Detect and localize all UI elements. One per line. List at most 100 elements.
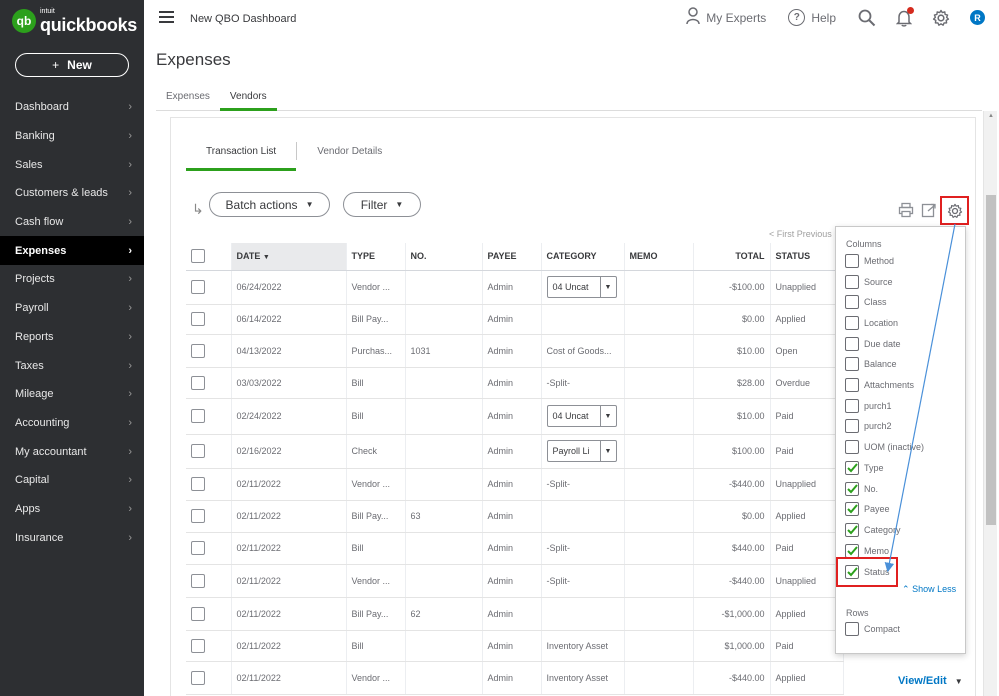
sidebar-item-apps[interactable]: Apps › (0, 495, 144, 524)
search-icon[interactable] (858, 9, 876, 27)
column-option-attachments[interactable]: Attachments (845, 378, 914, 392)
column-option-uom-inactive[interactable]: UOM (inactive) (845, 440, 924, 454)
col-header-status[interactable]: STATUS (770, 243, 844, 271)
table-row[interactable]: 04/13/2022 Purchas... 1031 Admin Cost of Goo… (186, 334, 844, 368)
category-select[interactable]: 04 Uncat ▼ (546, 405, 617, 427)
table-row[interactable]: 02/11/2022 Bill Admin -Split- $440.00 Paid (186, 532, 844, 565)
unchecked-checkbox[interactable] (845, 337, 859, 351)
column-option-purch1[interactable]: purch1 (845, 399, 892, 413)
my-experts-link[interactable]: My Experts (686, 7, 766, 28)
unchecked-checkbox[interactable] (845, 419, 859, 433)
row-checkbox[interactable] (191, 573, 205, 588)
table-row[interactable]: 02/11/2022 Vendor ... Admin -Split- -$440.00… (186, 564, 844, 598)
row-checkbox[interactable] (191, 375, 205, 390)
new-button[interactable]: + New (15, 53, 129, 77)
notifications-bell-icon[interactable] (896, 6, 914, 27)
unchecked-checkbox[interactable] (845, 357, 859, 371)
sidebar-item-dashboard[interactable]: Dashboard › (0, 93, 144, 122)
row-checkbox[interactable] (191, 477, 205, 491)
checked-checkbox[interactable] (845, 461, 859, 475)
filter-button[interactable]: Filter ▼ (343, 192, 421, 217)
col-header-payee[interactable]: PAYEE (482, 243, 542, 271)
column-option-no[interactable]: No. (845, 482, 878, 496)
scroll-up-arrow-icon[interactable]: ▲ (988, 113, 994, 119)
row-checkbox[interactable] (191, 541, 205, 555)
sidebar-item-sales[interactable]: Sales › (0, 150, 144, 179)
sidebar-item-expenses[interactable]: Expenses › (0, 236, 144, 266)
column-option-category[interactable]: Category (845, 523, 901, 537)
unchecked-checkbox[interactable] (845, 378, 859, 392)
col-header-total[interactable]: TOTAL (693, 243, 771, 271)
checked-checkbox[interactable] (845, 544, 859, 558)
checked-checkbox[interactable] (845, 565, 859, 579)
tab-transaction-list[interactable]: Transaction List (186, 140, 297, 171)
batch-actions-button[interactable]: Batch actions ▼ (209, 192, 330, 217)
row-checkbox[interactable] (191, 343, 205, 358)
table-settings-gear-icon[interactable] (940, 196, 969, 225)
tab-expenses[interactable]: Expenses (166, 91, 210, 102)
unchecked-checkbox[interactable] (845, 622, 859, 636)
show-less-link[interactable]: ⌃ Show Less (902, 584, 957, 594)
column-option-purch2[interactable]: purch2 (845, 419, 892, 433)
unchecked-checkbox[interactable] (845, 316, 859, 330)
table-row[interactable]: 02/16/2022 Check Admin Payroll Li ▼ $100.00 Pa… (186, 434, 844, 469)
col-header-no[interactable]: NO. (405, 243, 483, 271)
row-checkbox[interactable] (191, 509, 205, 523)
help-link[interactable]: ? Help (788, 9, 836, 26)
column-option-memo[interactable]: Memo (845, 544, 889, 558)
column-option-status[interactable]: Status (845, 565, 890, 579)
column-option-payee[interactable]: Payee (845, 502, 890, 516)
export-icon[interactable] (921, 202, 937, 221)
table-row[interactable]: 02/11/2022 Bill Admin Inventory Asset $1,000… (186, 630, 844, 662)
category-select[interactable]: 04 Uncat ▼ (546, 276, 617, 298)
sidebar-item-banking[interactable]: Banking › (0, 122, 144, 151)
tab-vendors[interactable]: Vendors (219, 89, 277, 111)
select-all-checkbox[interactable] (191, 249, 205, 264)
row-checkbox[interactable] (191, 444, 205, 458)
checked-checkbox[interactable] (845, 482, 859, 496)
checked-checkbox[interactable] (845, 502, 859, 516)
row-option-compact[interactable]: Compact (845, 622, 900, 636)
scrollbar-thumb[interactable] (986, 195, 996, 525)
column-option-source[interactable]: Source (845, 275, 893, 289)
table-row[interactable]: 02/11/2022 Bill Pay... 62 Admin -$1,000.00 Ap… (186, 597, 844, 631)
checked-checkbox[interactable] (845, 523, 859, 537)
table-row[interactable]: 02/24/2022 Bill Admin 04 Uncat ▼ $10.00 Paid (186, 398, 844, 435)
unchecked-checkbox[interactable] (845, 254, 859, 268)
col-header-date[interactable]: DATE ▼ (231, 243, 347, 271)
column-option-balance[interactable]: Balance (845, 357, 897, 371)
row-checkbox[interactable] (191, 606, 205, 621)
sidebar-item-cash-flow[interactable]: Cash flow › (0, 208, 144, 237)
sidebar-item-reports[interactable]: Reports › (0, 323, 144, 352)
unchecked-checkbox[interactable] (845, 399, 859, 413)
sidebar-item-my-accountant[interactable]: My accountant › (0, 437, 144, 466)
unchecked-checkbox[interactable] (845, 440, 859, 454)
table-row[interactable]: 06/14/2022 Bill Pay... Admin $0.00 Applied (186, 304, 844, 335)
unchecked-checkbox[interactable] (845, 275, 859, 289)
row-checkbox[interactable] (191, 638, 205, 653)
row-checkbox[interactable] (191, 312, 205, 326)
page-scrollbar[interactable]: ▲ (983, 111, 997, 696)
column-option-location[interactable]: Location (845, 316, 898, 330)
table-row[interactable]: 02/11/2022 Vendor ... Admin Inventory Asset… (186, 661, 844, 695)
settings-gear-icon[interactable] (932, 9, 950, 27)
col-header-type[interactable]: TYPE (346, 243, 406, 271)
view-edit-link[interactable]: View/Edit ▼ (898, 675, 963, 687)
tab-vendor-details[interactable]: Vendor Details (317, 146, 383, 157)
unchecked-checkbox[interactable] (845, 295, 859, 309)
hamburger-menu-icon[interactable] (159, 11, 174, 26)
sidebar-item-accounting[interactable]: Accounting › (0, 409, 144, 438)
row-checkbox[interactable] (191, 409, 205, 423)
quickbooks-logo[interactable]: qb intuit quickbooks (12, 8, 137, 34)
sidebar-item-payroll[interactable]: Payroll › (0, 294, 144, 323)
sidebar-item-projects[interactable]: Projects › (0, 265, 144, 294)
user-avatar[interactable]: R (970, 10, 985, 25)
column-option-method[interactable]: Method (845, 254, 894, 268)
row-checkbox[interactable] (191, 670, 205, 685)
col-header-category[interactable]: CATEGORY (541, 243, 625, 271)
collapse-arrow-icon[interactable]: ↳ (192, 201, 204, 217)
col-header-memo[interactable]: MEMO (624, 243, 694, 271)
pager-nav[interactable]: < First Previous (769, 229, 832, 239)
sidebar-item-mileage[interactable]: Mileage › (0, 380, 144, 409)
table-row[interactable]: 06/24/2022 Vendor ... Admin 04 Uncat ▼ -$100.… (186, 270, 844, 305)
